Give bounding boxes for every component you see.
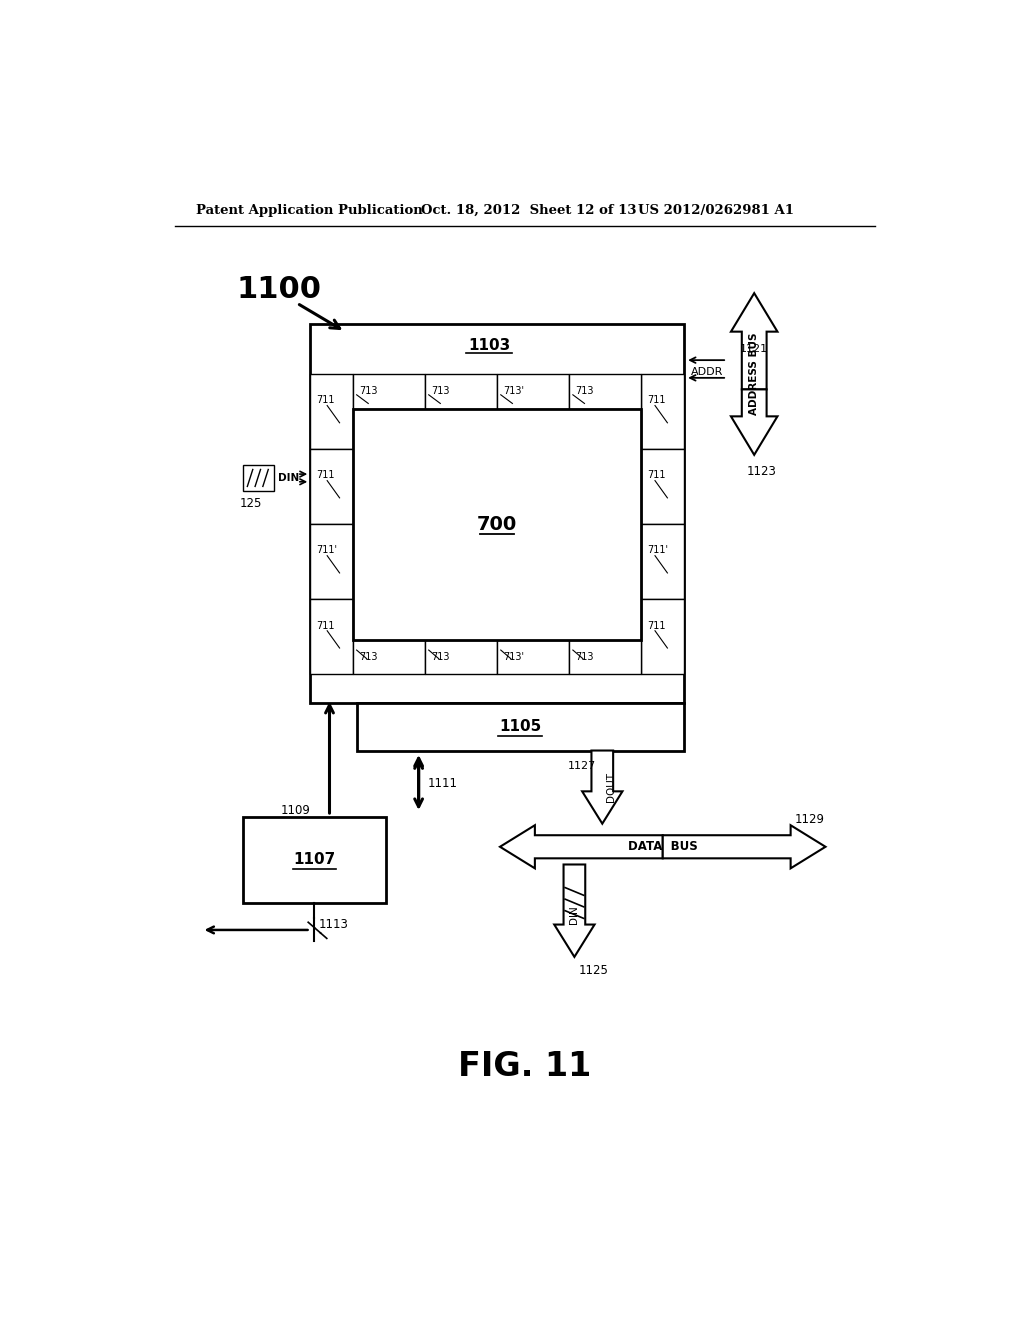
Text: 1123: 1123	[748, 465, 777, 478]
Bar	[641, 524, 684, 599]
Text: 1127: 1127	[567, 760, 596, 771]
Text: 1121: 1121	[740, 345, 768, 354]
Text: 1125: 1125	[579, 964, 608, 977]
Text: 713: 713	[359, 652, 378, 661]
Bar	[641, 599, 684, 675]
Text: 711: 711	[647, 395, 666, 405]
Text: DIN: DIN	[569, 906, 580, 924]
Bar	[497, 640, 569, 675]
Bar	[352, 409, 641, 640]
Bar	[569, 640, 641, 675]
Text: 711: 711	[316, 620, 335, 631]
Text: 711: 711	[316, 395, 335, 405]
Text: DOUT: DOUT	[606, 772, 616, 803]
Text: 125: 125	[240, 496, 262, 510]
Text: 713': 713'	[503, 387, 524, 396]
Text: 1111: 1111	[428, 777, 458, 791]
Bar	[569, 374, 641, 409]
Polygon shape	[663, 825, 825, 869]
Bar	[356, 702, 684, 751]
Polygon shape	[583, 751, 623, 824]
Bar	[310, 323, 684, 702]
Text: 1100: 1100	[237, 275, 322, 304]
Text: 1107: 1107	[293, 853, 336, 867]
Text: 711': 711'	[647, 545, 669, 556]
Bar	[310, 524, 352, 599]
Text: 713': 713'	[503, 652, 524, 661]
Text: 1105: 1105	[499, 719, 542, 734]
Bar	[641, 374, 684, 449]
Text: 1103: 1103	[468, 338, 510, 352]
Text: 713: 713	[431, 387, 450, 396]
Text: 711': 711'	[316, 545, 337, 556]
Text: 711: 711	[647, 620, 666, 631]
Text: FIG. 11: FIG. 11	[458, 1051, 592, 1084]
Bar	[352, 640, 425, 675]
Text: DATA  BUS: DATA BUS	[628, 841, 697, 853]
Text: 1113: 1113	[318, 917, 348, 931]
Text: 713: 713	[575, 652, 594, 661]
Bar	[425, 640, 497, 675]
Text: DIN: DIN	[278, 473, 299, 483]
Text: 700: 700	[477, 515, 517, 533]
Bar	[641, 449, 684, 524]
Text: 1129: 1129	[795, 813, 825, 826]
Bar	[425, 374, 497, 409]
Text: 711: 711	[316, 470, 335, 480]
Bar	[243, 817, 386, 903]
Polygon shape	[500, 825, 663, 869]
Bar	[243, 465, 273, 491]
Text: ADDRESS BUS: ADDRESS BUS	[750, 333, 759, 416]
Text: US 2012/0262981 A1: US 2012/0262981 A1	[638, 205, 794, 218]
Text: Patent Application Publication: Patent Application Publication	[197, 205, 423, 218]
Bar	[497, 374, 569, 409]
Text: Oct. 18, 2012  Sheet 12 of 13: Oct. 18, 2012 Sheet 12 of 13	[421, 205, 637, 218]
Bar	[310, 449, 352, 524]
Text: ADDR: ADDR	[691, 367, 724, 378]
Text: 711: 711	[647, 470, 666, 480]
Text: 1109: 1109	[281, 804, 310, 817]
Bar	[352, 374, 425, 409]
Polygon shape	[554, 865, 595, 957]
Text: 713: 713	[575, 387, 594, 396]
Bar	[310, 374, 352, 449]
Text: 713: 713	[431, 652, 450, 661]
Bar	[310, 599, 352, 675]
Polygon shape	[731, 389, 777, 455]
Polygon shape	[731, 293, 777, 389]
Text: 713: 713	[359, 387, 378, 396]
